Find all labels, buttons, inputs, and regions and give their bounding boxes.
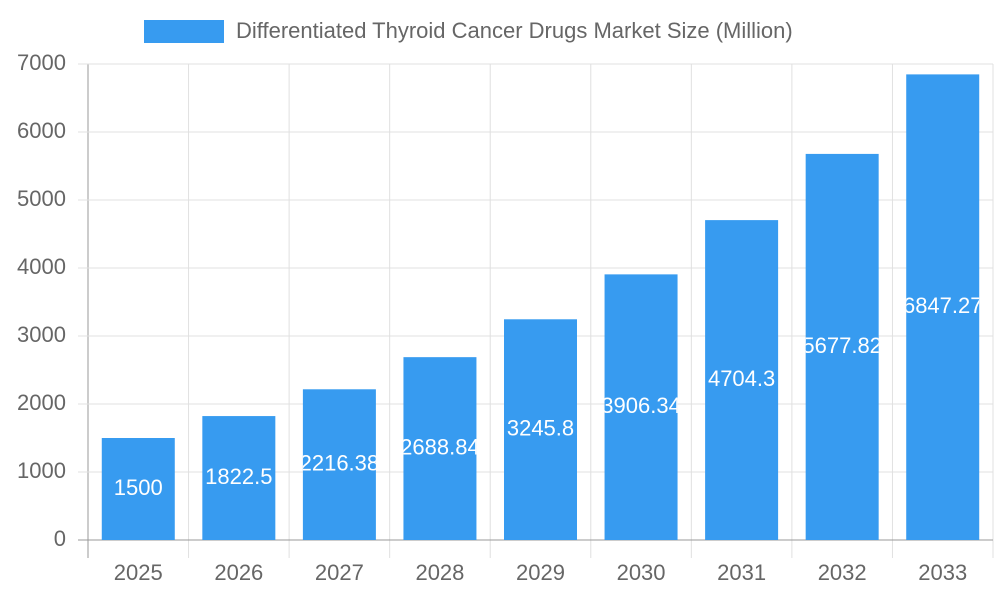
data-label: 5677.82 (802, 333, 882, 358)
bar (101, 438, 175, 540)
y-tick-label: 3000 (17, 322, 66, 347)
x-tick-label: 2027 (315, 560, 364, 585)
y-tick-label: 0 (54, 526, 66, 551)
data-label: 1822.5 (205, 464, 272, 489)
y-tick-label: 7000 (17, 50, 66, 75)
y-tick-label: 2000 (17, 390, 66, 415)
data-label: 3906.34 (601, 393, 681, 418)
x-tick-label: 2031 (717, 560, 766, 585)
x-tick-label: 2033 (918, 560, 967, 585)
y-tick-label: 1000 (17, 458, 66, 483)
legend-label: Differentiated Thyroid Cancer Drugs Mark… (236, 18, 793, 43)
y-tick-label: 5000 (17, 186, 66, 211)
x-tick-label: 2030 (617, 560, 666, 585)
data-label: 2216.38 (300, 450, 380, 475)
legend-swatch (144, 20, 224, 43)
bar (504, 319, 577, 540)
y-tick-label: 4000 (17, 254, 66, 279)
x-tick-label: 2028 (415, 560, 464, 585)
data-label: 6847.27 (903, 293, 983, 318)
x-tick-label: 2029 (516, 560, 565, 585)
y-tick-label: 6000 (17, 118, 66, 143)
x-tick-label: 2025 (114, 560, 163, 585)
bar (705, 220, 779, 540)
data-label: 3245.8 (507, 415, 574, 440)
data-label: 2688.84 (400, 434, 480, 459)
data-label: 4704.3 (708, 366, 775, 391)
bar (805, 153, 879, 540)
x-tick-label: 2026 (214, 560, 263, 585)
bar (202, 416, 276, 540)
bar (604, 274, 678, 540)
bar (403, 357, 477, 540)
x-tick-label: 2032 (818, 560, 867, 585)
bar (906, 74, 980, 540)
bar (302, 389, 376, 540)
data-label: 1500 (114, 475, 163, 500)
